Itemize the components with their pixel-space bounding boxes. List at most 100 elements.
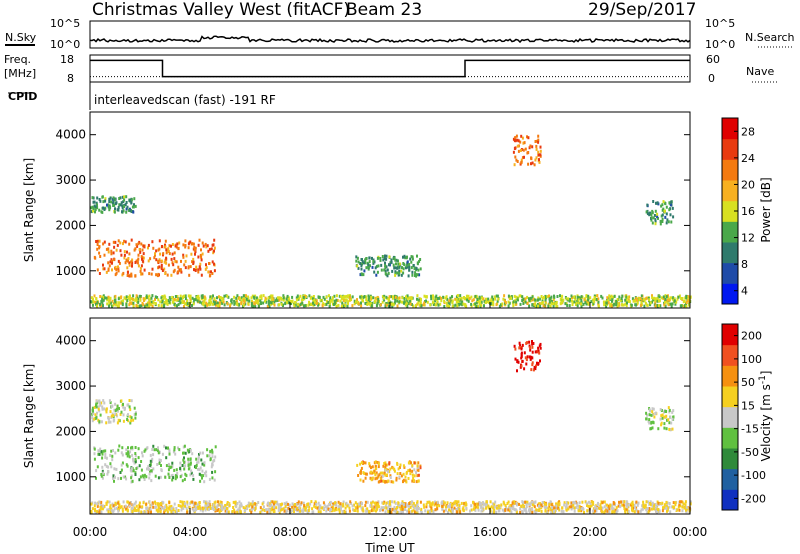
heatmap-cell — [389, 474, 392, 478]
heatmap-cell — [198, 238, 201, 242]
heatmap-cell — [631, 297, 634, 301]
heatmap-cell — [115, 268, 118, 272]
heatmap-cell — [101, 301, 104, 305]
heatmap-cell — [435, 294, 438, 298]
heatmap-cell — [214, 470, 217, 474]
heatmap-cell — [507, 294, 510, 298]
heatmap-cell — [135, 298, 138, 302]
heatmap-cell — [531, 361, 534, 365]
heatmap-cell — [140, 510, 143, 514]
heatmap-cell — [648, 298, 651, 302]
heatmap-cell — [478, 501, 481, 504]
heatmap-cell — [560, 300, 563, 304]
heatmap-cell — [106, 203, 108, 207]
heatmap-cell — [370, 470, 373, 474]
heatmap-cell — [112, 476, 114, 480]
heatmap-cell — [580, 302, 582, 306]
heatmap-cell — [184, 464, 187, 468]
heatmap-cell — [220, 509, 223, 512]
heatmap-cell — [413, 468, 416, 472]
heatmap-cell — [586, 503, 589, 507]
heatmap-cell — [198, 300, 200, 304]
heatmap-cell — [179, 467, 182, 471]
heatmap-cell — [168, 476, 171, 479]
heatmap-cell — [614, 508, 617, 512]
heatmap-cell — [282, 294, 285, 298]
heatmap-cell — [489, 299, 492, 303]
heatmap-cell — [233, 299, 236, 303]
heatmap-cell — [404, 475, 407, 479]
heatmap-cell — [113, 245, 116, 249]
heatmap-cell — [465, 294, 468, 298]
heatmap-cell — [272, 509, 275, 513]
colorbar-swatch — [722, 324, 738, 346]
heatmap-cell — [171, 300, 174, 304]
heatmap-cell — [657, 508, 660, 511]
heatmap-cell — [152, 467, 155, 471]
heatmap-cell — [134, 500, 137, 504]
heatmap-cell — [571, 299, 573, 303]
heatmap-cell — [184, 239, 187, 243]
heatmap-cell — [386, 268, 389, 272]
heatmap-cell — [366, 303, 369, 306]
heatmap-cell — [178, 299, 181, 303]
heatmap-cell — [324, 303, 327, 307]
heatmap-cell — [508, 301, 511, 305]
heatmap-cell — [140, 272, 143, 276]
heatmap-cell — [419, 267, 422, 271]
heatmap-cell — [171, 243, 174, 246]
heatmap-cell — [117, 301, 120, 305]
heatmap-cell — [535, 508, 538, 512]
heatmap-cell — [457, 299, 460, 303]
heatmap-cell — [156, 463, 159, 466]
heatmap-cell — [503, 294, 506, 298]
heatmap-cell — [172, 297, 175, 301]
heatmap-cell — [132, 459, 135, 463]
heatmap-cell — [191, 296, 194, 300]
heatmap-cell — [438, 504, 441, 508]
heatmap-cell — [531, 161, 534, 165]
heatmap-cell — [302, 296, 305, 299]
heatmap-cell — [475, 301, 478, 305]
heatmap-cell — [384, 304, 387, 308]
heatmap-cell — [317, 303, 320, 307]
heatmap-cell — [185, 474, 188, 478]
heatmap-cell — [485, 506, 488, 510]
heatmap-cell — [522, 297, 525, 301]
heatmap-cell — [415, 480, 418, 484]
heatmap-cell — [610, 506, 613, 510]
heatmap-cell — [657, 510, 660, 513]
colorbar-swatch — [722, 468, 738, 490]
heatmap-cell — [477, 304, 479, 308]
heatmap-cell — [292, 507, 295, 511]
heatmap-cell — [349, 296, 352, 300]
heatmap-cell — [416, 294, 419, 298]
heatmap-cell — [101, 469, 104, 473]
heatmap-cell — [609, 303, 612, 307]
heatmap-cell — [667, 220, 670, 224]
heatmap-cell — [647, 500, 650, 504]
heatmap-cell — [576, 504, 579, 508]
heatmap-cell — [474, 294, 477, 298]
heatmap-cell — [379, 257, 382, 260]
heatmap-cell — [168, 464, 171, 468]
heatmap-cell — [127, 413, 129, 417]
heatmap-cell — [669, 428, 672, 432]
heatmap-cell — [129, 450, 132, 454]
heatmap-cell — [665, 414, 668, 418]
heatmap-cell — [298, 506, 301, 510]
heatmap-cell — [99, 413, 102, 417]
heatmap-cell — [412, 502, 415, 506]
heatmap-cell — [194, 501, 197, 505]
heatmap-cell — [201, 451, 204, 455]
heatmap-cell — [685, 508, 687, 512]
heatmap-cell — [509, 504, 512, 507]
heatmap-cell — [454, 303, 457, 307]
heatmap-cell — [436, 507, 439, 511]
heatmap-cell — [102, 263, 104, 267]
heatmap-cell — [187, 457, 190, 461]
heatmap-cell — [254, 304, 257, 308]
heatmap-cell — [455, 508, 458, 511]
heatmap-cell — [386, 473, 388, 477]
heatmap-cell — [458, 297, 461, 301]
